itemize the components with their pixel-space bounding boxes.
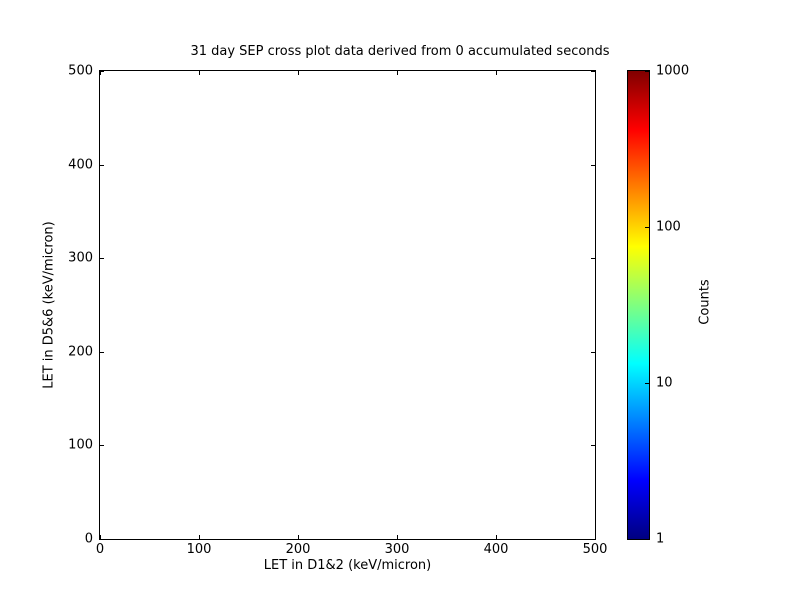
y-tick-mark — [100, 257, 104, 259]
y-tick-mark — [100, 164, 104, 166]
y-tick-mark — [100, 538, 104, 540]
colorbar-tick-mark — [645, 382, 649, 384]
x-axis-label: LET in D1&2 (keV/micron) — [263, 558, 432, 573]
y-tick-mark-right — [591, 444, 595, 446]
colorbar-tick-mark — [645, 538, 649, 540]
y-tick-mark — [100, 351, 104, 353]
x-tick-mark — [99, 535, 101, 539]
colorbar — [627, 70, 650, 540]
colorbar-tick-label: 1000 — [656, 63, 690, 79]
y-tick-label: 500 — [68, 63, 93, 79]
x-tick-mark-top — [594, 71, 596, 75]
y-tick-label: 0 — [84, 531, 93, 547]
y-tick-mark-right — [591, 257, 595, 259]
x-tick-mark — [297, 535, 299, 539]
y-tick-mark-right — [591, 164, 595, 166]
x-tick-label: 300 — [384, 542, 410, 557]
x-tick-label: 400 — [483, 542, 509, 557]
colorbar-tick-label: 100 — [656, 219, 681, 235]
x-tick-mark-top — [396, 71, 398, 75]
y-axis-label: LET in D5&6 (keV/micron) — [41, 221, 57, 389]
y-tick-label: 200 — [68, 344, 93, 360]
x-tick-label: 100 — [186, 542, 212, 557]
y-tick-mark-right — [591, 351, 595, 353]
y-tick-mark — [100, 444, 104, 446]
y-tick-label: 100 — [68, 437, 93, 453]
y-tick-mark — [100, 70, 104, 72]
colorbar-label: Counts — [697, 279, 713, 325]
plot-area — [99, 70, 596, 540]
x-tick-mark-top — [297, 71, 299, 75]
x-tick-mark-top — [198, 71, 200, 75]
colorbar-tick-mark — [645, 70, 649, 72]
colorbar-tick-label: 1 — [656, 531, 665, 547]
x-tick-mark — [198, 535, 200, 539]
x-tick-label: 200 — [285, 542, 311, 557]
y-tick-label: 400 — [68, 157, 93, 173]
x-tick-label: 0 — [95, 542, 105, 557]
chart-title-line1: 31 day SEP cross plot data derived from … — [190, 44, 610, 59]
x-tick-mark — [495, 535, 497, 539]
y-tick-mark-right — [591, 70, 595, 72]
x-tick-mark — [594, 535, 596, 539]
x-tick-mark-top — [495, 71, 497, 75]
x-tick-mark-top — [99, 71, 101, 75]
y-tick-label: 300 — [68, 250, 93, 266]
x-tick-mark — [396, 535, 398, 539]
x-tick-label: 500 — [582, 542, 608, 557]
colorbar-tick-label: 10 — [656, 375, 673, 391]
y-tick-mark-right — [591, 538, 595, 540]
colorbar-tick-mark — [645, 226, 649, 228]
